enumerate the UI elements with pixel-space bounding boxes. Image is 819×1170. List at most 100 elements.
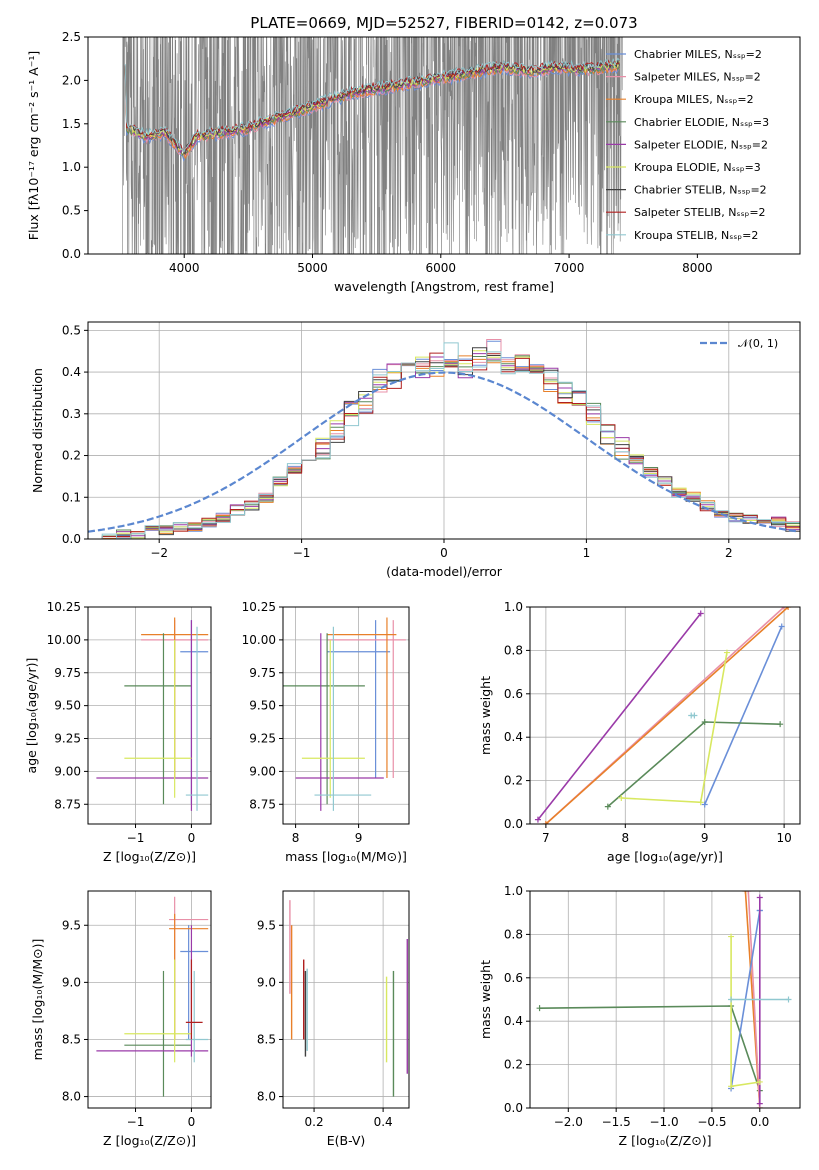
mass-vs-Z-xtick-label: 0 [188,1115,196,1129]
age-vs-Z-ytick-label: 8.75 [54,797,81,811]
weight-vs-Z-ytick-label: 0.6 [504,971,523,985]
age-vs-Z-frame [87,606,212,825]
weight-vs-Z-xtick-label: −0.5 [697,1115,726,1129]
residuals-xtick-label: −2 [150,546,168,560]
weight-vs-age-series-marker [604,803,611,810]
mass-vs-Z-frame [87,890,212,1109]
weight-vs-age-series-marker [785,607,792,610]
age-vs-Z-axes: −1 0 8.75 9.00 9.25 9.50 9.75 10.00 10.25 Z [log₁… [24,600,212,864]
weight-vs-Z-series-marker [745,891,752,894]
age-vs-mass-xtick-label: 8 [292,831,300,845]
weight-vs-Z-ylabel: mass weight [478,960,493,1039]
weight-vs-Z-ytick-label: 0.0 [504,1101,523,1115]
weight-vs-age-xtick-label: 9 [701,831,709,845]
mass-vs-Z-axes: −1 0 8.0 8.5 9.0 9.5 Z [log₁₀(Z/Z⊙)] mass [log₁… [30,890,212,1148]
weight-vs-Z-ytick-label: 0.4 [504,1014,523,1028]
mass-vs-ebv-xlabel: E(B-V) [327,1133,366,1148]
residuals-xtick-label: 0 [440,546,448,560]
spectrum-ytick-label: 0.5 [62,204,81,218]
weight-vs-age-series-marker [697,799,704,806]
spectrum-legend-entry: Salpeter MILES, Nₛₛₚ=2 [634,71,761,84]
weight-vs-Z-series-marker [742,891,749,894]
age-vs-Z-xlabel: Z [log₁₀(Z/Z⊙)] [103,849,196,864]
weight-vs-age-ytick-label: 0.2 [504,774,523,788]
age-vs-Z-ytick-label: 10.00 [47,633,81,647]
weight-vs-age-series-marker [723,649,730,656]
age-vs-mass-ytick-label: 8.75 [249,797,276,811]
age-vs-mass-plot [283,617,406,811]
mass-vs-ebv-xtick-label: 0.4 [374,1115,393,1129]
gaussian-curve [88,371,798,533]
weight-vs-Z-series-marker [756,894,763,901]
weight-vs-age-series-marker [777,721,784,728]
residuals-ytick-label: 0.1 [62,490,81,504]
mass-vs-ebv-ytick-label: 9.0 [257,975,276,989]
age-vs-mass-xtick-label: 9 [355,831,363,845]
age-vs-mass-ytick-label: 9.25 [249,732,276,746]
residuals-xtick-label: 2 [725,546,733,560]
spectrum-legend-entry: Kroupa MILES, Nₛₛₚ=2 [634,93,754,106]
spectrum-legend-entry: Salpeter ELODIE, Nₛₛₚ=2 [634,138,768,151]
weight-vs-age-series-marker [778,623,785,630]
spectrum-xtick-label: 6000 [426,261,457,275]
spectrum-xtick-label: 8000 [682,261,713,275]
residuals-plot [88,339,800,539]
mass-vs-ebv-axes: 0.2 0.4 8.0 8.5 9.0 9.5 E(B-V) [257,890,410,1148]
weight-vs-Z-series-marker [728,996,735,1003]
spectrum-ytick-label: 1.0 [62,160,81,174]
residuals-ytick-label: 0.4 [62,365,81,379]
weight-vs-age-series-marker [691,712,698,719]
weight-vs-Z-series-marker [536,1005,543,1012]
mass-vs-Z-ytick-label: 8.0 [62,1090,81,1104]
weight-vs-Z-series-line [539,1005,761,1091]
weight-vs-Z-xtick-label: −1.0 [649,1115,678,1129]
weight-vs-Z-plot [536,891,792,1108]
spectrum-title: PLATE=0669, MJD=52527, FIBERID=0142, z=0… [250,14,637,32]
weight-vs-Z-series-marker [785,996,792,1003]
age-vs-Z-xtick-label: 0 [188,831,196,845]
weight-vs-age-plot [534,607,792,824]
age-vs-Z-ylabel: age [log₁₀(age/yr)] [24,658,39,774]
weight-vs-Z-xtick-label: 0.0 [750,1115,769,1129]
weight-vs-age-series-marker [697,610,704,617]
age-vs-Z-xtick-label: −1 [127,831,145,845]
weight-vs-Z-ytick-label: 0.8 [504,927,523,941]
weight-vs-age-series-marker [618,794,625,801]
age-vs-mass-xlabel: mass [log₁₀(M/M⊙)] [285,849,407,864]
mass-vs-ebv-ytick-label: 8.0 [257,1090,276,1104]
weight-vs-Z-series-marker [756,1100,763,1107]
age-vs-mass-frame [282,606,410,825]
spectrum-ytick-label: 2.0 [62,73,81,87]
age-vs-mass-ytick-label: 9.00 [249,764,276,778]
weight-vs-age-series-marker [534,816,541,823]
age-vs-mass-ytick-label: 9.50 [249,699,276,713]
age-vs-mass-ytick-label: 9.75 [249,666,276,680]
spectrum-legend-entry: Kroupa ELODIE, Nₛₛₚ=3 [634,161,761,174]
weight-vs-age-ytick-label: 0.0 [504,817,523,831]
weight-vs-age-series-marker [701,719,708,726]
spectrum-plot [122,37,623,254]
weight-vs-age-ytick-label: 0.4 [504,730,523,744]
mass-vs-ebv-xtick-label: 0.2 [305,1115,324,1129]
weight-vs-Z-series-marker [728,1083,735,1090]
residual-legend-entry: 𝒩(0, 1) [738,337,778,350]
residuals-ytick-label: 0.3 [62,407,81,421]
residuals-xlabel: (data-model)/error [386,564,503,579]
spectrum-legend-entry: Salpeter STELIB, Nₛₛₚ=2 [634,206,766,219]
spectrum-ylabel: Flux [fλ10⁻¹⁷ erg cm⁻² s⁻¹ A⁻¹] [26,51,41,240]
spectrum-xtick-label: 5000 [297,261,328,275]
mass-vs-Z-ylabel: mass [log₁₀(M/M⊙)] [30,939,45,1061]
residuals-xtick-label: 1 [583,546,591,560]
spectrum-data-line [122,37,623,254]
age-vs-mass-ytick-label: 10.25 [242,600,276,614]
spectrum-legend-entry: Chabrier MILES, Nₛₛₚ=2 [634,48,762,61]
spectrum-legend-entry: Chabrier ELODIE, Nₛₛₚ=3 [634,116,769,129]
weight-vs-age-ytick-label: 0.6 [504,687,523,701]
age-vs-Z-ytick-label: 9.50 [54,699,81,713]
weight-vs-age-xlabel: age [log₁₀(age/yr)] [607,849,723,864]
weight-vs-age-series-line [545,607,789,824]
weight-vs-age-series-line [607,721,781,808]
weight-vs-age-series-marker [781,607,788,610]
weight-vs-Z-ytick-label: 1.0 [504,884,523,898]
